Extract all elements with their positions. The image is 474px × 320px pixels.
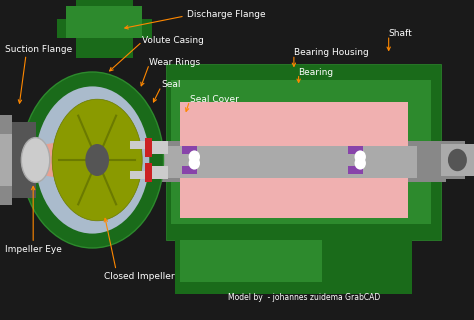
FancyBboxPatch shape: [171, 80, 431, 224]
Ellipse shape: [21, 138, 50, 182]
FancyBboxPatch shape: [180, 240, 322, 282]
FancyBboxPatch shape: [145, 163, 152, 182]
FancyBboxPatch shape: [175, 240, 412, 294]
FancyBboxPatch shape: [190, 166, 197, 174]
FancyBboxPatch shape: [356, 146, 363, 154]
Text: Bearing: Bearing: [299, 68, 334, 76]
Ellipse shape: [85, 144, 109, 176]
Text: Seal: Seal: [161, 80, 181, 89]
Text: Seal Cover: Seal Cover: [190, 95, 238, 104]
Polygon shape: [166, 64, 441, 240]
FancyBboxPatch shape: [28, 141, 446, 182]
Ellipse shape: [355, 150, 366, 163]
FancyBboxPatch shape: [348, 166, 356, 174]
FancyBboxPatch shape: [180, 160, 408, 218]
Text: Suction Flange: Suction Flange: [5, 45, 72, 54]
Text: Bearing Housing: Bearing Housing: [294, 48, 369, 57]
Ellipse shape: [189, 157, 200, 170]
Ellipse shape: [21, 72, 164, 248]
Text: Shaft: Shaft: [389, 29, 412, 38]
FancyBboxPatch shape: [9, 122, 36, 198]
FancyBboxPatch shape: [28, 146, 446, 178]
FancyBboxPatch shape: [57, 19, 152, 38]
FancyBboxPatch shape: [0, 134, 12, 186]
Ellipse shape: [355, 157, 366, 170]
Ellipse shape: [52, 99, 142, 221]
FancyBboxPatch shape: [190, 146, 197, 154]
Ellipse shape: [448, 149, 467, 171]
Ellipse shape: [36, 86, 149, 234]
FancyBboxPatch shape: [417, 141, 465, 179]
FancyBboxPatch shape: [149, 166, 168, 179]
FancyBboxPatch shape: [130, 141, 145, 149]
Text: Wear Rings: Wear Rings: [149, 58, 201, 67]
Text: Volute Casing: Volute Casing: [142, 36, 204, 44]
FancyBboxPatch shape: [348, 146, 356, 154]
Text: Discharge Flange: Discharge Flange: [187, 10, 266, 19]
FancyBboxPatch shape: [145, 138, 152, 157]
FancyBboxPatch shape: [130, 171, 145, 179]
FancyBboxPatch shape: [0, 115, 12, 205]
FancyBboxPatch shape: [76, 0, 133, 58]
FancyBboxPatch shape: [441, 144, 474, 176]
Text: Closed Impeller: Closed Impeller: [104, 272, 175, 281]
FancyBboxPatch shape: [182, 166, 190, 174]
Text: Model by  - johannes zuidema GrabCAD: Model by - johannes zuidema GrabCAD: [228, 293, 380, 302]
FancyBboxPatch shape: [356, 166, 363, 174]
Ellipse shape: [189, 150, 200, 163]
FancyBboxPatch shape: [182, 146, 190, 154]
FancyBboxPatch shape: [149, 141, 168, 154]
Text: Impeller Eye: Impeller Eye: [5, 245, 62, 254]
Polygon shape: [28, 138, 85, 182]
FancyBboxPatch shape: [180, 102, 408, 160]
FancyBboxPatch shape: [66, 6, 142, 38]
